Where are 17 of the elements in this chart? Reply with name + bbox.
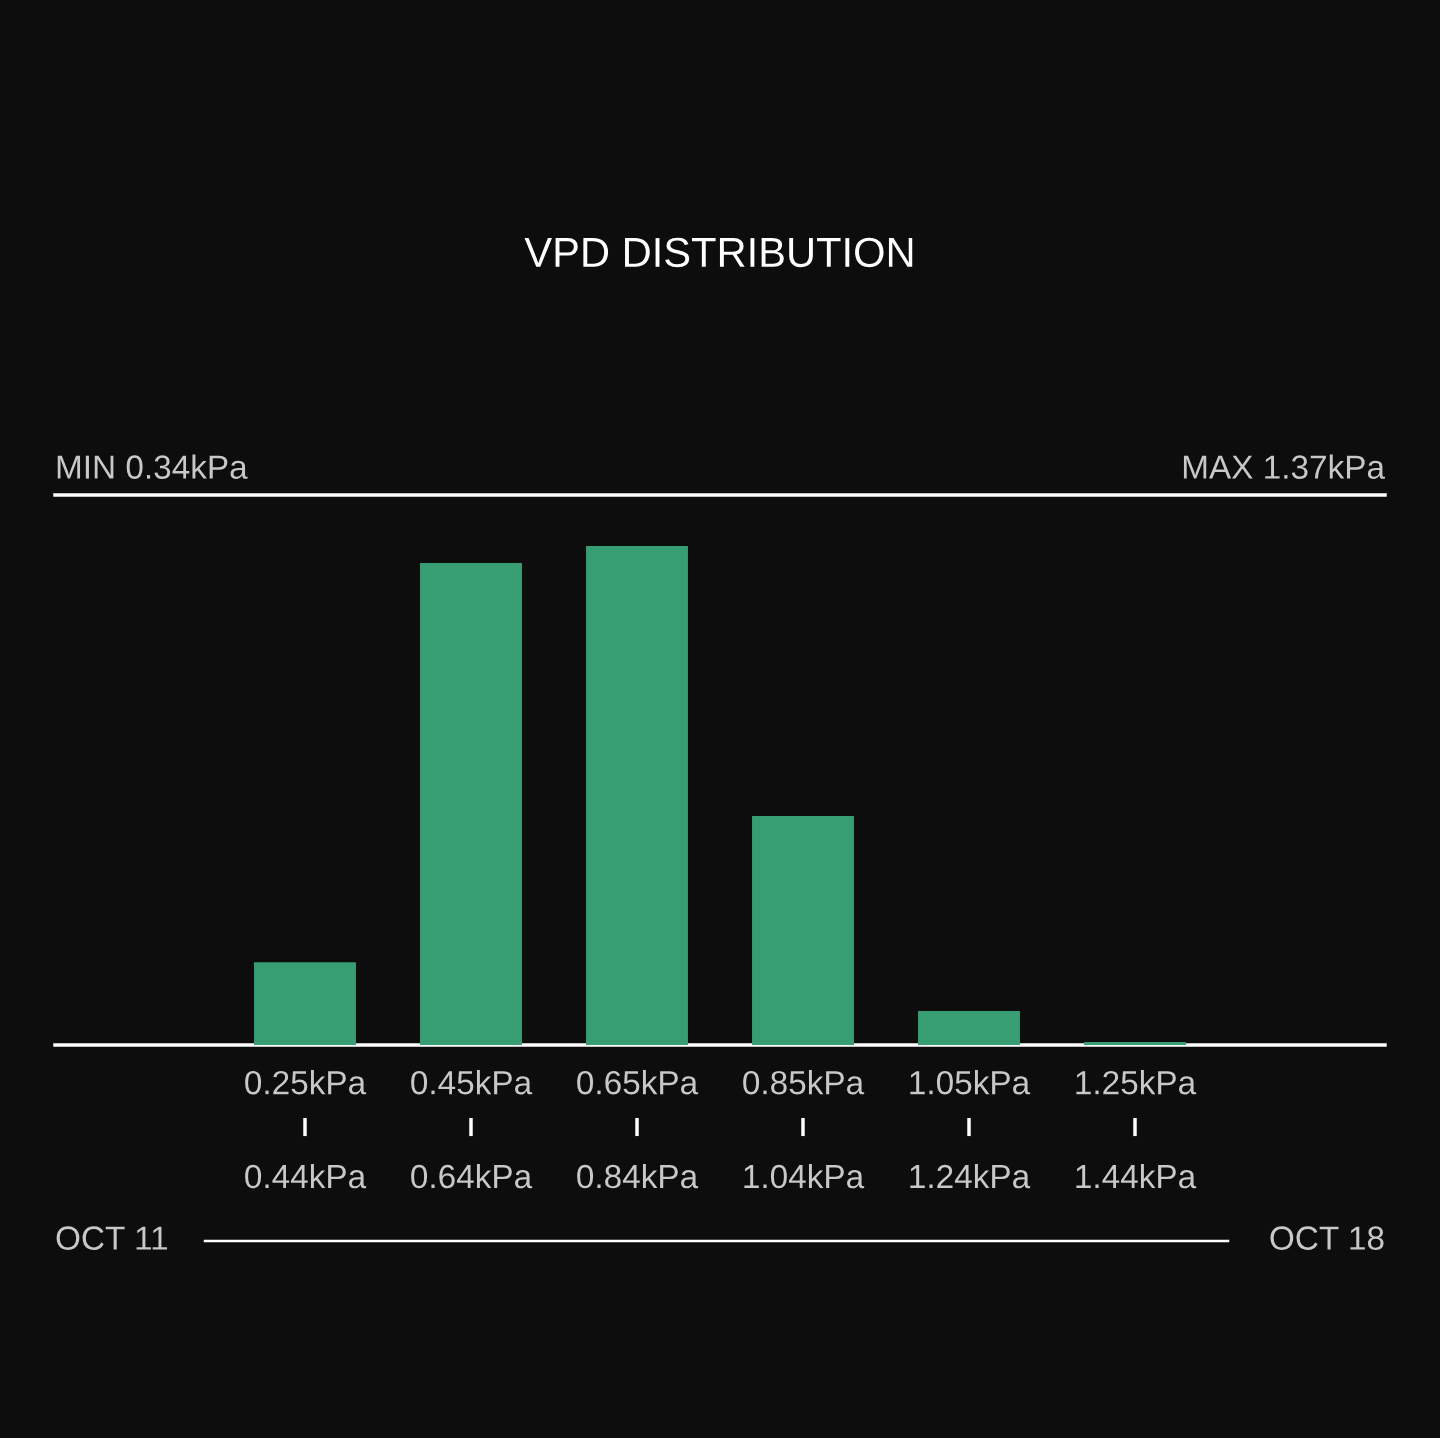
bar — [752, 815, 854, 1045]
bar — [254, 962, 356, 1045]
bar — [1084, 1042, 1186, 1045]
bar — [420, 562, 522, 1045]
category-label: 1.25kPa 1.44kPa — [1076, 1070, 1197, 1189]
chart-title: VPD DISTRIBUTION — [524, 237, 913, 268]
category-label: 0.65kPa 0.84kPa — [577, 1070, 699, 1189]
text: MIN 0.34kPa — [57, 454, 248, 479]
text: OCT 11 — [56, 1226, 168, 1250]
category-label: 1.05kPa 1.24kPa — [910, 1070, 1031, 1189]
category-label: 0.85kPa 1.04kPa — [743, 1070, 865, 1189]
text: MAX 1.37kPa — [1183, 454, 1385, 479]
category-label: 0.45kPa 0.64kPa — [411, 1070, 533, 1189]
bar — [586, 545, 688, 1045]
text: OCT 18 — [1270, 1226, 1384, 1250]
bar — [918, 1011, 1020, 1045]
category-label: 0.25kPa 0.44kPa — [245, 1070, 367, 1189]
